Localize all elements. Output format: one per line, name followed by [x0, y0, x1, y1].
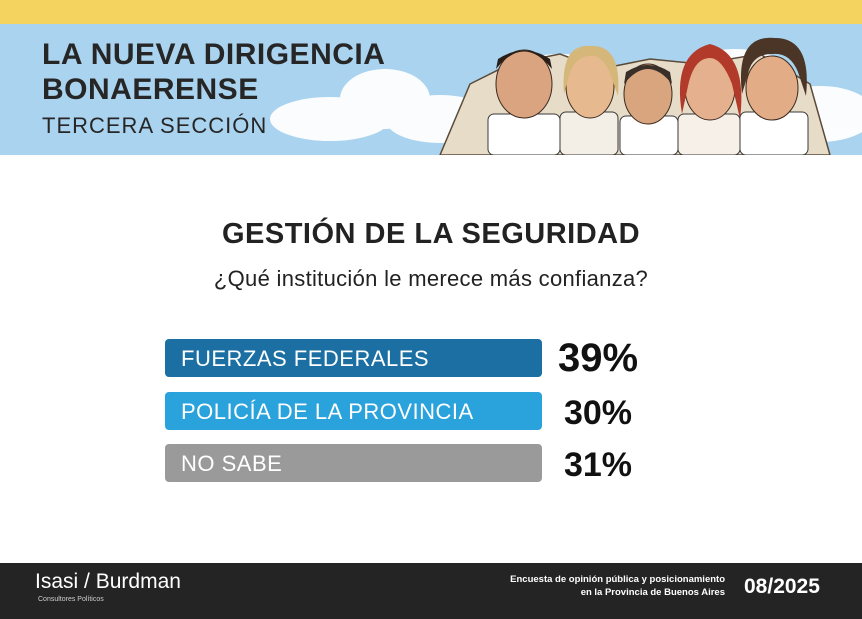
bar-label-2: POLICÍA DE LA PROVINCIA — [181, 399, 474, 424]
value-label-3: 31% — [564, 446, 632, 484]
top-accent-band — [0, 0, 862, 24]
brand-separator: / — [84, 570, 90, 593]
survey-description-line1: Encuesta de opinión pública y posicionam… — [510, 574, 725, 585]
header-subtitle: TERCERA SECCIÓN — [42, 113, 268, 138]
value-label-2: 30% — [564, 394, 632, 432]
chart-title: GESTIÓN DE LA SEGURIDAD — [221, 218, 641, 250]
brand-right: Burdman — [95, 570, 181, 593]
bar-label-3: NO SABE — [181, 451, 282, 476]
survey-description: Encuesta de opinión pública y posicionam… — [510, 573, 725, 599]
survey-date: 08/2025 — [744, 575, 820, 598]
survey-description-line2: en la Provincia de Buenos Aires — [580, 587, 725, 598]
header-illustration — [270, 37, 862, 155]
candidate-portraits-illustration — [439, 37, 831, 155]
header-title-line1: LA NUEVA DIRIGENCIA — [42, 38, 386, 71]
bar-label-1: FUERZAS FEDERALES — [181, 346, 429, 371]
value-label-1: 39% — [558, 336, 638, 380]
chart-subtitle: ¿Qué institución le merece más confianza… — [213, 266, 649, 291]
bar-2 — [165, 392, 542, 430]
header-banner: LA NUEVA DIRIGENCIA BONAERENSE TERCERA S… — [0, 24, 862, 155]
bar-1 — [165, 339, 542, 377]
brand-subtitle: Consultores Políticos — [38, 596, 104, 603]
bar-3 — [165, 444, 542, 482]
footer: Isasi / Burdman Consultores Políticos En… — [0, 563, 862, 619]
brand-left: Isasi — [35, 570, 79, 593]
brand-logo: Isasi / Burdman — [35, 570, 181, 594]
header-title-line2: BONAERENSE — [42, 73, 259, 106]
